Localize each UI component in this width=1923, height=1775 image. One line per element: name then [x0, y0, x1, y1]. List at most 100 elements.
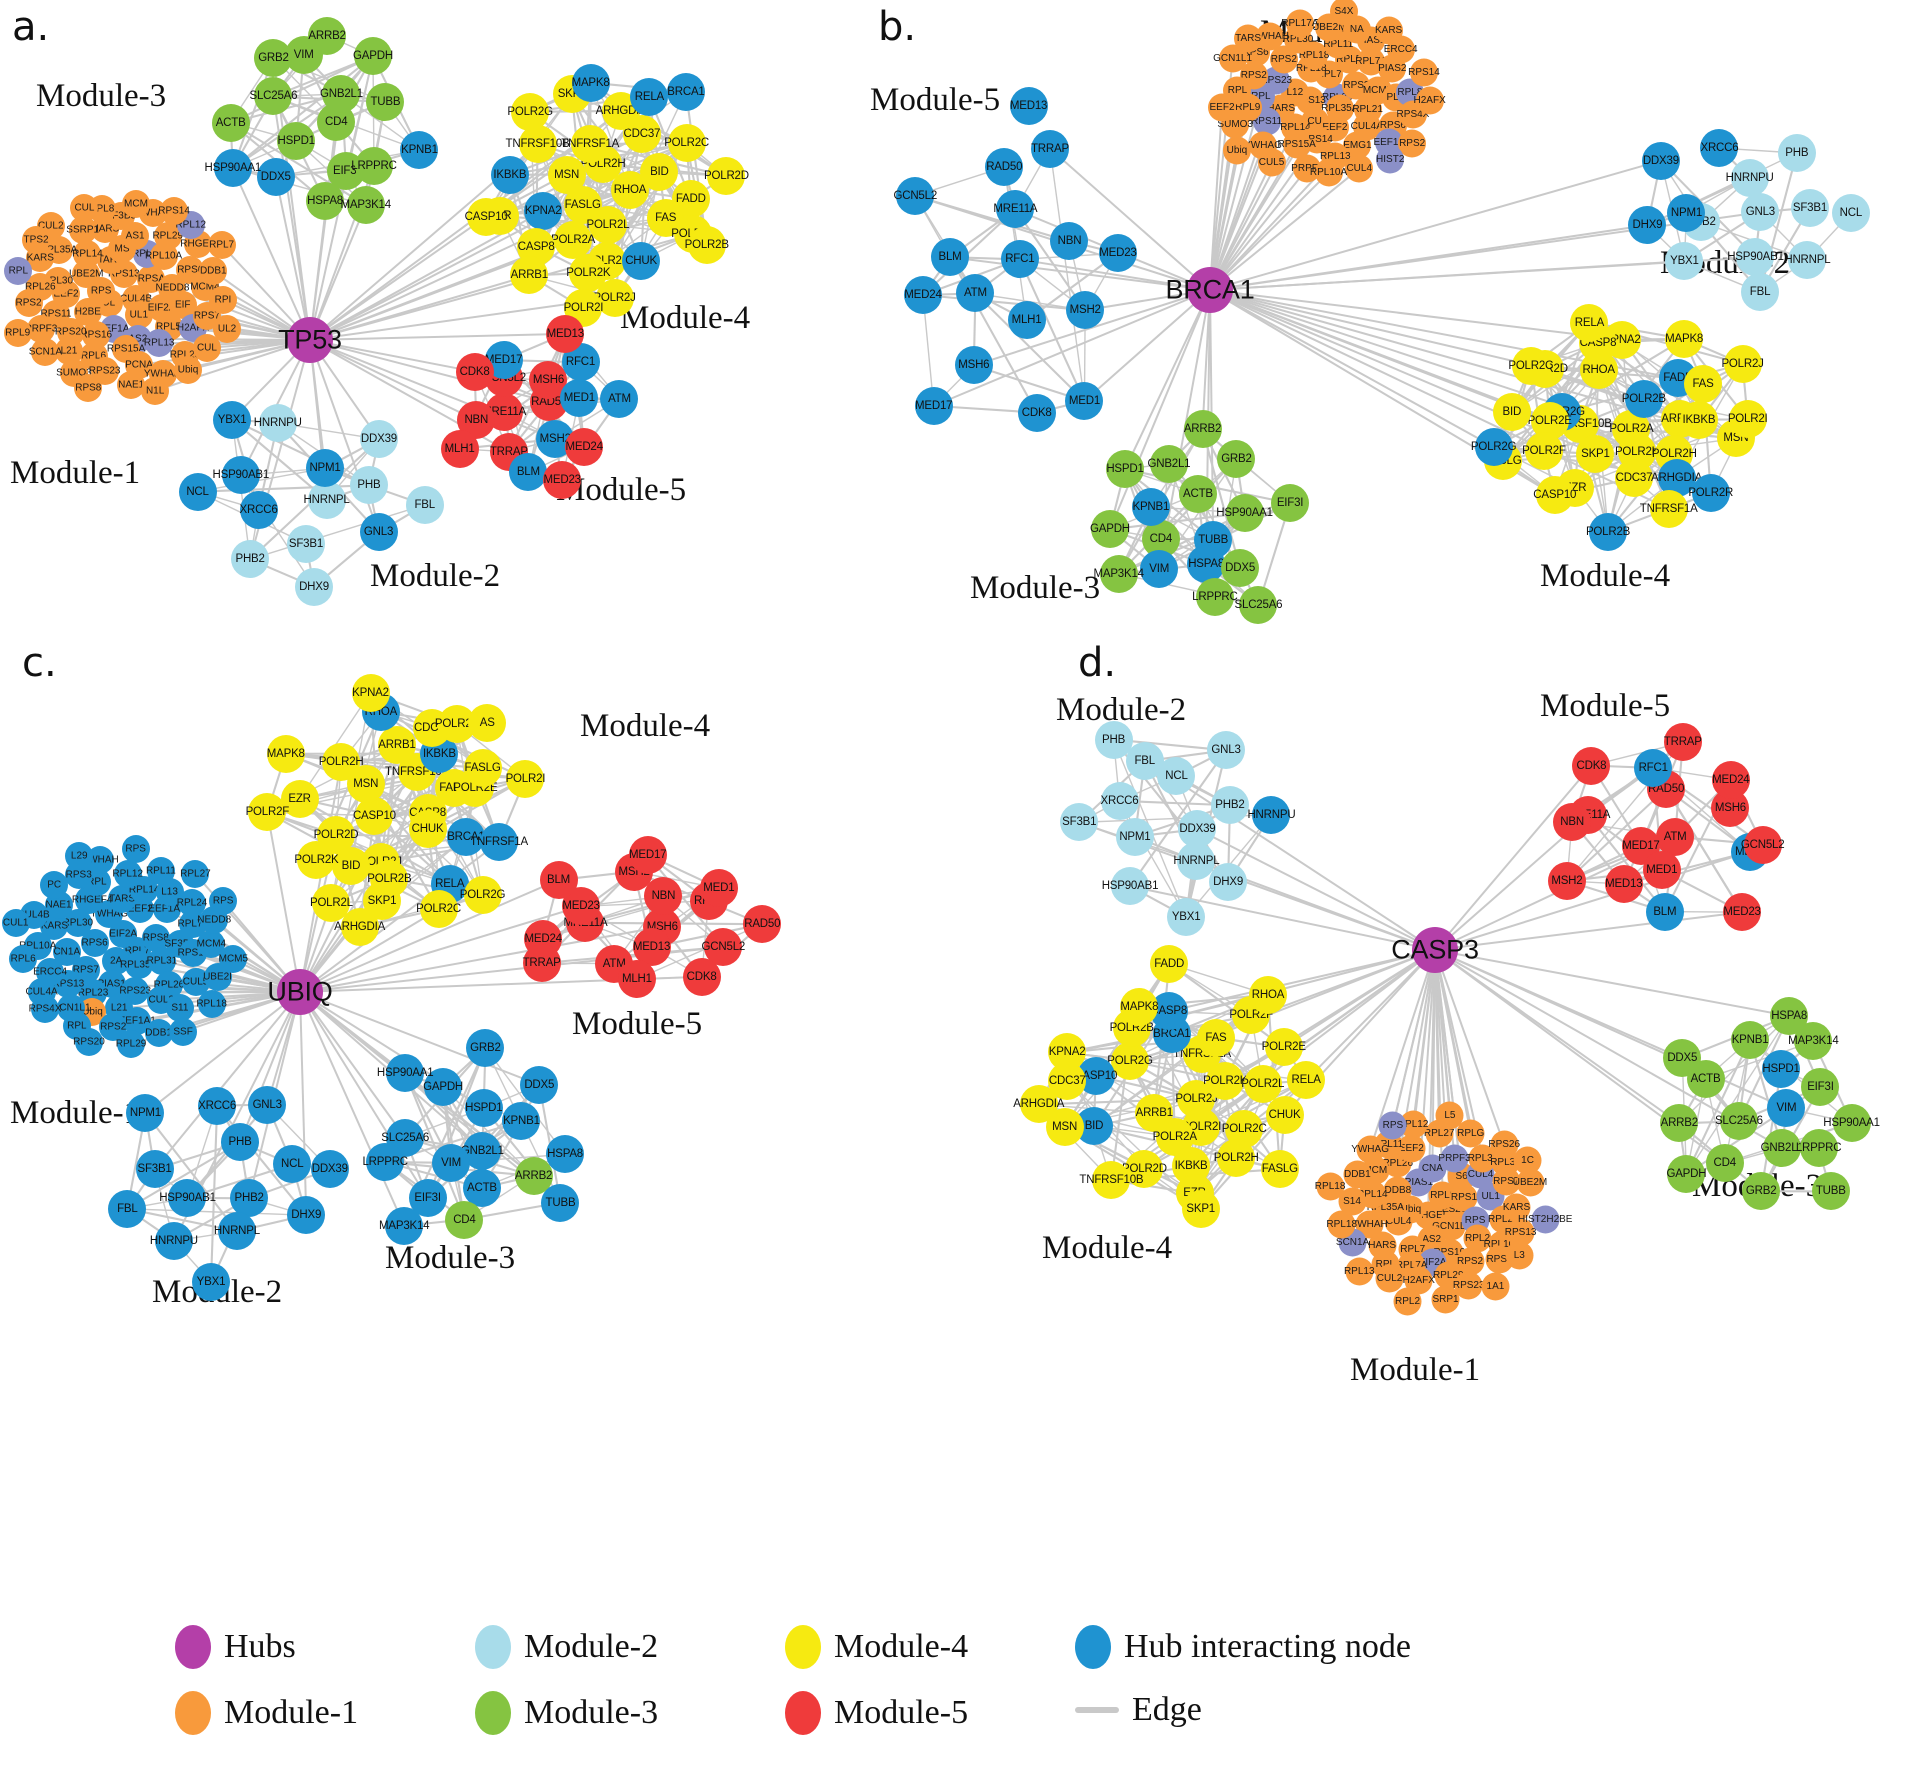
panel-b-module4-node[interactable]: POLR2R	[1688, 474, 1733, 513]
panel-a-module2-node[interactable]: PHB	[349, 466, 388, 505]
panel-d-module5-node[interactable]: TRRAP	[1663, 723, 1702, 762]
panel-d-module1-blob-node[interactable]	[1435, 1101, 1464, 1130]
panel-c-module5-node[interactable]: MED17	[628, 836, 667, 875]
panel-b-module4-node[interactable]: CDC37	[1614, 459, 1653, 498]
panel-b-module4-node[interactable]: POLR2I	[1728, 400, 1768, 439]
panel-a-module5-node[interactable]: MLH1	[440, 429, 479, 468]
panel-b-module5-node[interactable]: TRRAP	[1030, 129, 1069, 168]
panel-a-module4-node[interactable]: TNFRSF10B	[506, 125, 570, 164]
panel-c-module1-blob-node[interactable]	[165, 994, 194, 1023]
panel-c-module4-node[interactable]: POLR2H	[319, 743, 364, 782]
panel-c-module4-node[interactable]: POLR2F	[246, 793, 289, 832]
panel-a-module1-blob-node[interactable]	[174, 355, 203, 384]
panel-a-module2-node[interactable]: HSP90AB1	[213, 456, 269, 495]
panel-a-module1-blob-node[interactable]	[208, 285, 237, 314]
panel-c-module1-blob-node[interactable]	[209, 887, 238, 916]
panel-d-module1-blob-node[interactable]	[1393, 1287, 1422, 1316]
panel-b-module3-node[interactable]: EIF3I	[1271, 484, 1310, 523]
panel-b-module3-node[interactable]: KPNB1	[1131, 487, 1170, 526]
panel-b-module1-blob-node[interactable]	[1409, 58, 1438, 87]
panel-a-module5-node[interactable]: CDK8	[455, 352, 494, 391]
panel-c-module1-blob-node[interactable]	[219, 945, 248, 974]
panel-b-module1-blob-node[interactable]	[1257, 148, 1286, 177]
panel-c-module5-node[interactable]: RAD50	[743, 905, 782, 944]
panel-d-module1-blob-node[interactable]	[1345, 1257, 1374, 1286]
panel-b-module3-node[interactable]: ACTB	[1178, 474, 1217, 513]
panel-c-module4-node[interactable]: BRCA1	[446, 818, 485, 857]
panel-a-module3-node[interactable]: TUBB	[366, 82, 405, 121]
panel-a-module5-node[interactable]: ATM	[600, 379, 639, 418]
panel-d-module2-node[interactable]: SF3B1	[1060, 803, 1099, 842]
panel-d-module1-blob-node[interactable]	[1513, 1146, 1542, 1175]
panel-d-module1-blob-node[interactable]	[1378, 1111, 1407, 1140]
panel-d-module3-node[interactable]: GAPDH	[1666, 1155, 1707, 1194]
panel-d-module2-node[interactable]: NPM1	[1115, 817, 1154, 856]
panel-a-module4-node[interactable]: TNFRSF1A	[561, 124, 619, 163]
panel-b-module2-node[interactable]: HSP90AB1	[1727, 238, 1784, 277]
panel-d-module3-node[interactable]: GRB2	[1742, 1172, 1781, 1211]
panel-d-module3-node[interactable]: HSP90AA1	[1823, 1103, 1880, 1142]
panel-d-module2-node[interactable]: PHB2	[1210, 786, 1249, 825]
panel-c-module1-blob-node[interactable]	[117, 1030, 146, 1059]
panel-c-module4-node[interactable]: POLR2K	[294, 840, 339, 879]
panel-c-module2-node[interactable]: NCL	[273, 1145, 312, 1184]
panel-c-module1-blob-node[interactable]	[1, 909, 30, 938]
panel-d-module5-node[interactable]: ATM	[1656, 817, 1695, 856]
panel-b-module4-node[interactable]: RELA	[1570, 303, 1609, 342]
panel-a-module5-node[interactable]: MED1	[560, 379, 599, 418]
panel-d-hub-casp3[interactable]: CASP3	[1391, 927, 1479, 973]
panel-b-module2-node[interactable]: PHB	[1777, 134, 1816, 173]
panel-b-module3-node[interactable]: SLC25A6	[1235, 585, 1283, 624]
panel-b-module3-node[interactable]: LRPPRC	[1192, 577, 1238, 616]
panel-a-module4-node[interactable]: CASP10	[465, 197, 508, 236]
panel-c-module3-node[interactable]: CD4	[445, 1200, 484, 1239]
panel-a-module1-blob-node[interactable]	[207, 230, 236, 259]
panel-d-module1-blob-node[interactable]	[1356, 1135, 1385, 1164]
panel-c-module3-node[interactable]: VIM	[432, 1143, 471, 1182]
panel-c-module5-node[interactable]: NBN	[644, 877, 683, 916]
panel-c-module4-node[interactable]: CHUK	[408, 809, 447, 848]
panel-b-module4-node[interactable]: POLR2C	[1508, 346, 1553, 385]
panel-b-module4-node[interactable]: CASP10	[1533, 476, 1576, 515]
panel-a-module4-node[interactable]: ARRB1	[510, 256, 549, 295]
panel-b-module5-node[interactable]: GCN5L2	[893, 176, 937, 215]
panel-a-module4-node[interactable]: POLR2B	[685, 225, 729, 264]
panel-b-module4-node[interactable]: MAPK8	[1665, 319, 1703, 358]
panel-a-module4-node[interactable]: BRCA1	[666, 72, 705, 111]
panel-a-module1-blob-node[interactable]	[122, 189, 150, 218]
panel-d-module4-node[interactable]: SKP1	[1181, 1190, 1220, 1229]
panel-d-module1-blob-node[interactable]	[1343, 1160, 1372, 1189]
panel-b-module4-node[interactable]: FAS	[1684, 364, 1723, 403]
panel-d-module2-node[interactable]: XRCC6	[1100, 781, 1139, 820]
panel-d-module1-blob-node[interactable]	[1316, 1172, 1345, 1201]
panel-a-module2-node[interactable]: NPM1	[306, 449, 345, 488]
panel-b-module4-node[interactable]: POLR2J	[1721, 344, 1764, 383]
panel-a-module1-blob-node[interactable]	[117, 371, 146, 400]
panel-d-module1-blob-node[interactable]	[1397, 1134, 1426, 1163]
panel-d-module4-node[interactable]: POLR2K	[1203, 1061, 1247, 1100]
panel-c-module4-node[interactable]: MAPK8	[266, 734, 305, 773]
panel-b-module1-blob-node[interactable]	[1222, 136, 1251, 165]
panel-d-module4-node[interactable]: FADD	[1150, 944, 1189, 983]
panel-b-module1-blob-node[interactable]	[1329, 0, 1358, 26]
panel-d-module3-node[interactable]: TUBB	[1811, 1172, 1850, 1211]
panel-d-module4-node[interactable]: FASLG	[1260, 1150, 1299, 1189]
panel-c-module3-node[interactable]: HSPD1	[464, 1089, 503, 1128]
panel-d-module3-node[interactable]: VIM	[1767, 1089, 1806, 1128]
panel-b-module1-blob-node[interactable]	[1282, 130, 1311, 159]
panel-d-module1-blob-node[interactable]	[1531, 1205, 1560, 1234]
panel-b-module3-node[interactable]: GRB2	[1217, 439, 1256, 478]
panel-c-module2-node[interactable]: SF3B1	[135, 1150, 174, 1189]
panel-c-module5-node[interactable]: BLM	[539, 860, 578, 899]
panel-a-module1-blob-node[interactable]	[22, 226, 51, 255]
panel-b-module1-blob-node[interactable]	[1314, 158, 1343, 187]
panel-d-module5-node[interactable]: GCN5L2	[1741, 825, 1785, 864]
panel-d-module4-node[interactable]: KPNA2	[1048, 1033, 1087, 1072]
panel-b-module5-node[interactable]: ATM	[956, 274, 995, 313]
panel-c-module2-node[interactable]: XRCC6	[198, 1086, 236, 1125]
panel-c-module2-node[interactable]: NPM1	[126, 1094, 165, 1133]
panel-a-module3-node[interactable]: HSPA8	[306, 182, 345, 221]
panel-d-module4-node[interactable]: RHOA	[1248, 975, 1287, 1014]
panel-a-module3-node[interactable]: GAPDH	[353, 37, 393, 76]
panel-b-module2-node[interactable]: NCL	[1831, 194, 1870, 233]
